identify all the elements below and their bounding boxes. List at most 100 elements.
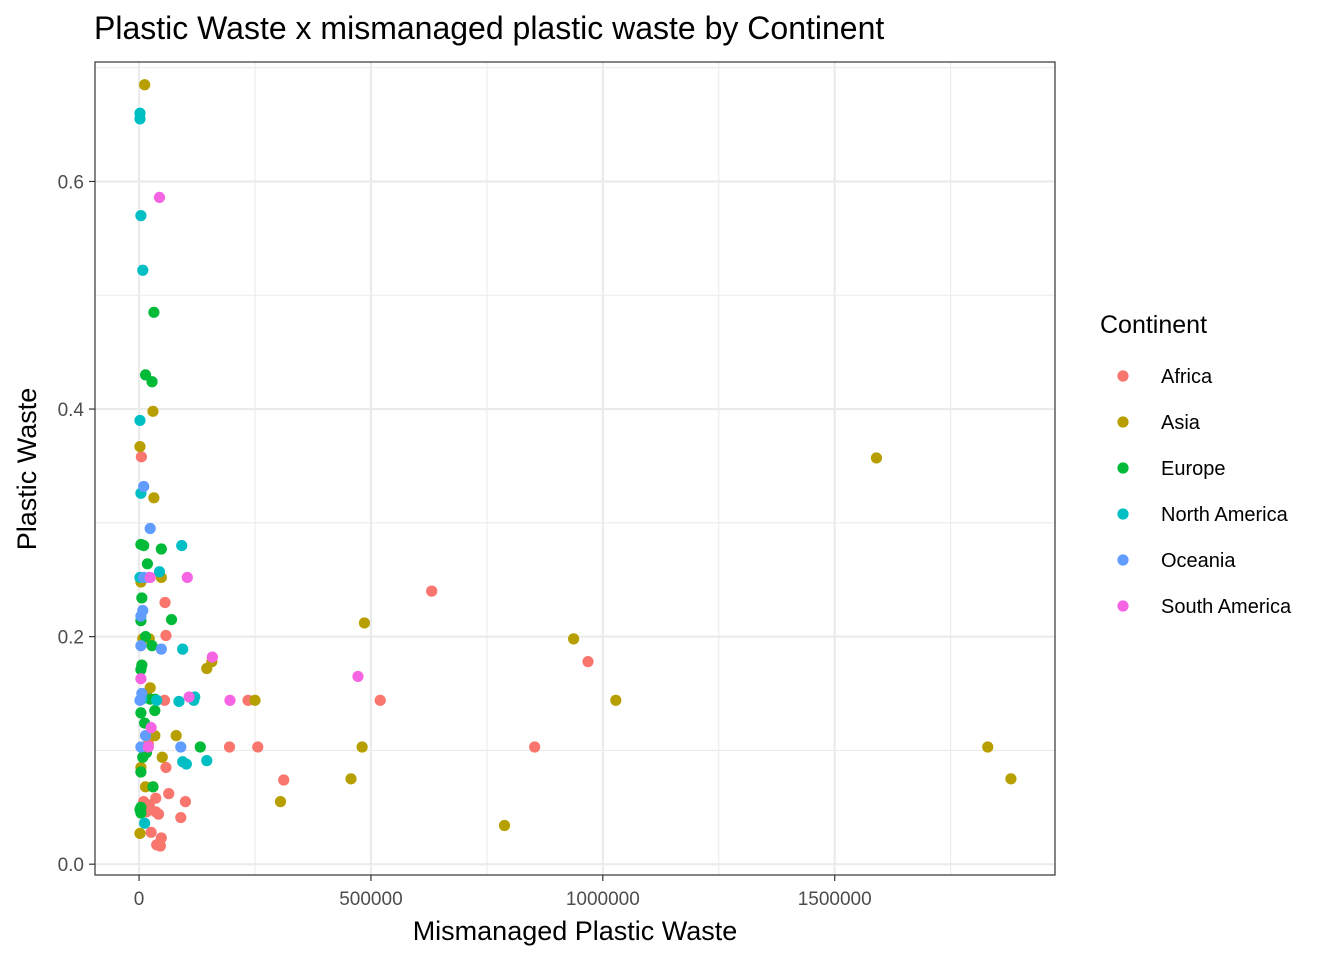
legend-key-south-america	[1117, 600, 1129, 612]
point-north-america	[151, 694, 163, 706]
point-europe	[165, 613, 178, 626]
point-asia	[134, 440, 146, 453]
y-tick-label: 0.4	[58, 400, 85, 421]
plot-panel	[94, 61, 1056, 876]
legend-key-africa	[1117, 370, 1129, 382]
point-north-america	[134, 414, 146, 427]
point-oceania	[138, 480, 150, 493]
point-north-america	[153, 566, 166, 578]
point-europe	[194, 741, 206, 753]
point-africa	[278, 774, 290, 786]
y-tick-label: 0.0	[58, 855, 84, 876]
point-europe	[135, 707, 147, 719]
point-europe	[148, 306, 160, 318]
point-north-america	[135, 210, 147, 222]
point-oceania	[144, 522, 156, 535]
x-axis: 0 500000 1000000 1500000	[134, 875, 872, 910]
chart-title: Plastic Waste x mismanaged plastic waste…	[94, 10, 884, 46]
point-africa	[160, 629, 172, 642]
point-south-america	[352, 670, 364, 683]
legend-label-africa: Africa	[1161, 366, 1213, 388]
point-asia	[345, 773, 357, 785]
point-europe	[155, 543, 167, 555]
point-south-america	[224, 694, 236, 706]
point-europe	[147, 781, 159, 793]
point-south-america	[145, 722, 157, 734]
point-africa	[145, 826, 157, 838]
legend-key-europe	[1117, 462, 1129, 474]
y-tick-label: 0.2	[58, 628, 84, 649]
point-north-america	[134, 113, 146, 125]
y-axis-title: Plastic Waste	[12, 388, 42, 551]
x-axis-title: Mismanaged Plastic Waste	[413, 916, 738, 946]
point-south-america	[135, 673, 147, 685]
point-africa	[223, 741, 236, 753]
legend-label-north-america: North America	[1161, 504, 1289, 526]
legend-label-oceania: Oceania	[1161, 550, 1236, 572]
point-europe	[135, 766, 147, 778]
point-africa	[374, 694, 386, 706]
point-south-america	[142, 741, 154, 753]
point-africa	[426, 585, 438, 597]
point-europe	[136, 592, 148, 604]
legend-label-asia: Asia	[1161, 412, 1201, 434]
point-africa	[154, 840, 166, 852]
point-africa	[175, 811, 187, 824]
point-europe	[134, 803, 146, 816]
point-north-america	[139, 817, 151, 829]
legend-items: Africa Asia Europe North America Oceania Sout…	[1117, 366, 1292, 618]
point-europe	[137, 751, 149, 763]
point-europe	[146, 376, 158, 388]
point-asia	[610, 694, 622, 706]
x-tick-label: 0	[134, 889, 145, 910]
point-north-america	[201, 755, 213, 767]
point-asia	[170, 730, 182, 742]
point-north-america	[177, 643, 189, 655]
point-europe	[149, 704, 161, 717]
y-tick-label: 0.6	[58, 172, 84, 193]
point-asia	[147, 405, 159, 417]
point-oceania	[155, 643, 167, 655]
point-asia	[134, 827, 146, 840]
point-africa	[529, 741, 541, 753]
y-axis: 0.0 0.2 0.4 0.6	[58, 172, 95, 876]
point-asia	[274, 796, 287, 808]
point-asia	[148, 492, 160, 504]
legend-key-asia	[1117, 416, 1129, 428]
point-asia	[982, 741, 994, 753]
point-africa	[160, 761, 172, 774]
point-africa	[159, 596, 171, 609]
point-south-america	[183, 691, 195, 703]
panel-border	[94, 61, 1056, 876]
point-europe	[139, 631, 152, 643]
legend-title: Continent	[1100, 311, 1207, 339]
point-asia	[249, 694, 261, 706]
point-europe	[141, 558, 154, 570]
legend: Continent Africa Asia Europe North America O…	[1100, 311, 1292, 618]
point-south-america	[144, 571, 156, 584]
x-tick-label: 500000	[339, 889, 402, 910]
point-asia	[201, 662, 213, 675]
point-africa	[158, 694, 171, 706]
point-asia	[568, 633, 580, 645]
point-oceania	[175, 741, 187, 753]
point-asia	[156, 751, 168, 763]
legend-key-north-america	[1117, 508, 1129, 520]
point-asia	[1005, 773, 1017, 785]
point-oceania	[135, 610, 147, 622]
panel-background	[95, 62, 1055, 875]
legend-key-oceania	[1117, 554, 1129, 566]
point-asia	[358, 617, 371, 629]
point-north-america	[176, 539, 188, 552]
point-oceania	[134, 694, 146, 706]
point-north-america	[137, 264, 149, 276]
data-points	[134, 79, 1017, 852]
x-tick-label: 1500000	[798, 889, 872, 910]
point-asia	[498, 819, 511, 832]
legend-label-south-america: South America	[1161, 596, 1292, 618]
point-south-america	[153, 191, 166, 204]
point-oceania	[135, 640, 147, 652]
point-africa	[582, 656, 594, 668]
point-africa	[135, 451, 147, 463]
point-africa	[179, 796, 192, 808]
